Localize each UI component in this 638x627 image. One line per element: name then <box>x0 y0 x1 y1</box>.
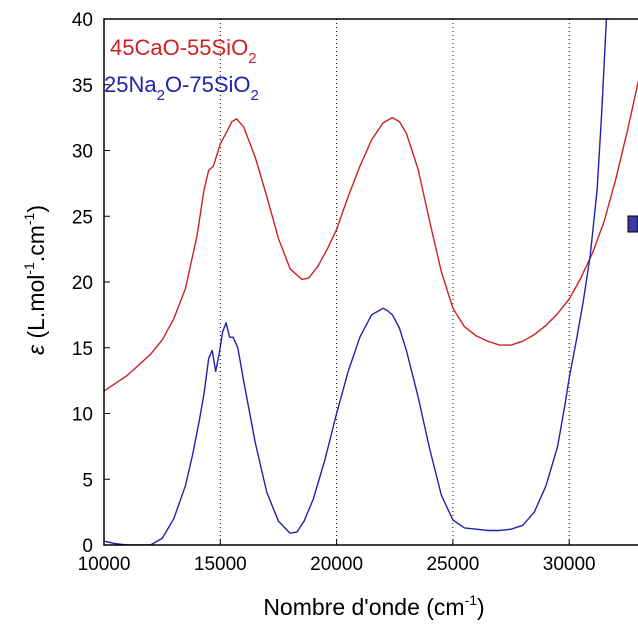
x-axis-title-sup: -1 <box>465 592 478 608</box>
x-tick-label-30000: 30000 <box>543 554 596 575</box>
legend-na2o-sub1: 2 <box>157 87 165 104</box>
y-tick-label-15: 15 <box>72 339 93 360</box>
series-layer <box>104 19 638 545</box>
x-axis-title-base: Nombre d'onde (cm <box>263 594 464 620</box>
y-axis-title-mid: .cm <box>23 225 49 262</box>
x-tick-label-10000: 10000 <box>78 554 131 575</box>
y-axis-title: ε (L.mol-1.cm-1) <box>21 205 49 355</box>
y-tick-label-40: 40 <box>72 10 93 31</box>
x-tick-label-20000: 20000 <box>310 554 363 575</box>
y-tick-label-35: 35 <box>72 76 93 97</box>
x-axis-title: Nombre d'onde (cm-1) <box>263 592 484 620</box>
legend-entry-cao: 45CaO-55SiO2 <box>110 35 257 67</box>
y-axis-title-sup1: -1 <box>21 262 37 275</box>
y-tick-label-25: 25 <box>72 207 93 228</box>
x-axis-title-end: ) <box>477 594 485 620</box>
series-line-cao-sio2 <box>104 79 638 392</box>
y-axis-title-sup2: -1 <box>21 212 37 225</box>
y-tick-label-30: 30 <box>72 142 93 163</box>
legend-na2o-text-a: 25Na <box>104 72 157 97</box>
y-axis-title-end: ) <box>23 205 49 213</box>
y-tick-label-10: 10 <box>72 405 93 426</box>
legend-entry-na2o: 25Na2O-75SiO2 <box>104 72 259 104</box>
legend-cao-text: 45CaO-55SiO <box>110 35 248 60</box>
tick-labels: 10000 15000 20000 25000 30000 0 5 10 15 20 25 30 35 4… <box>72 10 596 575</box>
y-tick-label-0: 0 <box>82 536 93 557</box>
edge-marker <box>627 215 638 233</box>
y-tick-label-5: 5 <box>82 470 93 491</box>
ticks <box>103 18 570 546</box>
y-tick-label-20: 20 <box>72 273 93 294</box>
x-tick-label-25000: 25000 <box>426 554 479 575</box>
legend-cao-sub: 2 <box>248 50 256 67</box>
x-tick-label-15000: 15000 <box>194 554 247 575</box>
legend-na2o-text-b: O-75SiO <box>165 72 251 97</box>
y-axis-title-sym: ε <box>23 344 49 355</box>
y-axis-title-base: (L.mol <box>23 275 49 345</box>
legend-na2o-sub2: 2 <box>251 87 259 104</box>
series-line-na2o-sio2 <box>104 19 608 545</box>
